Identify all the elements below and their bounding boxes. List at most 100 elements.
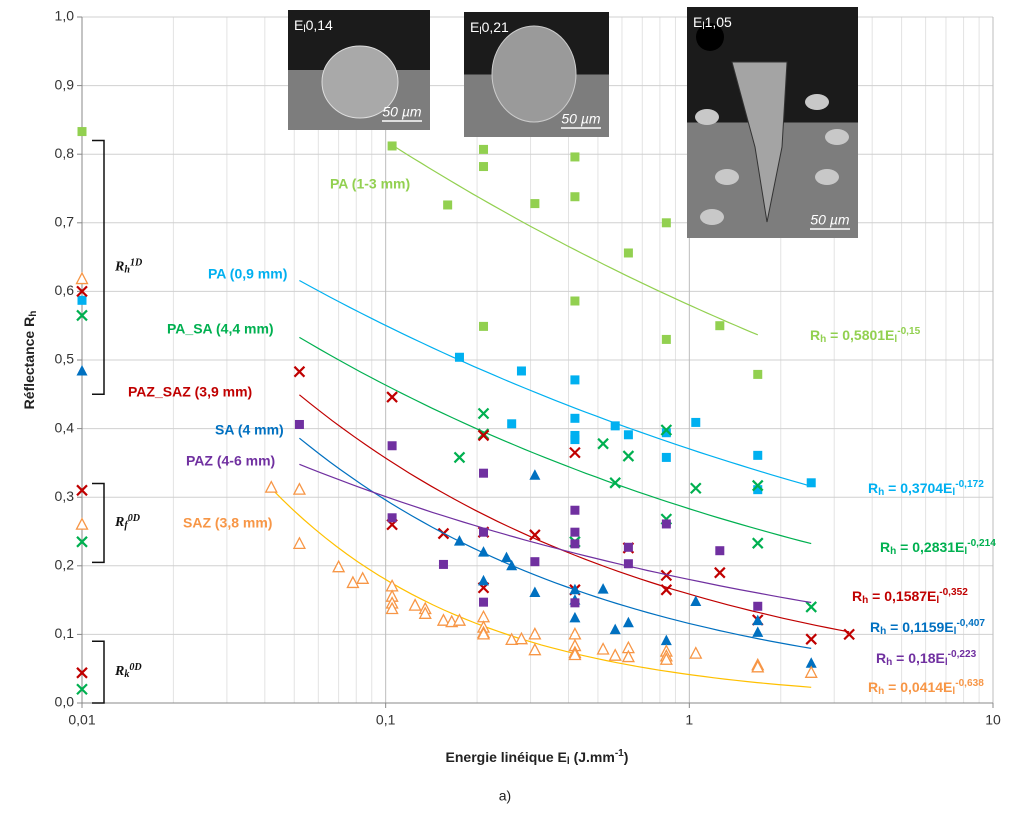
text-part: = 0,0414E (884, 679, 952, 695)
marker (454, 352, 464, 362)
marker (569, 446, 581, 459)
y-tick-label: 0,4 (55, 419, 75, 435)
marker (570, 505, 580, 515)
marker (753, 485, 763, 495)
text-part: h (124, 265, 130, 276)
marker (479, 468, 489, 478)
marker (75, 271, 89, 285)
x-tick-label: 0,01 (68, 712, 95, 728)
marker (516, 366, 526, 376)
y-tick-label: 0,1 (55, 625, 75, 641)
marker (264, 480, 278, 493)
text-part: h (880, 626, 886, 637)
text-part: ) (624, 749, 629, 765)
inset-grain (815, 169, 839, 185)
series-label: PA (1-3 mm) (330, 176, 410, 192)
caption: a) (499, 788, 511, 804)
marker (443, 200, 453, 210)
text-part: Energie linéique E (446, 749, 567, 765)
fit-curve (391, 144, 759, 336)
marker (479, 162, 489, 172)
marker (608, 648, 622, 661)
marker (408, 598, 422, 611)
text-part: = 0,18E (892, 650, 945, 666)
text-part: = 0,3704E (884, 480, 952, 496)
series-label: PAZ_SAZ (3,9 mm) (128, 384, 252, 400)
text-part: l (479, 26, 481, 37)
marker (477, 429, 490, 442)
fit-equation: Rh = 0,5801El-0,15 (810, 326, 921, 345)
marker (332, 559, 346, 573)
y-tick-label: 0,2 (55, 557, 75, 573)
marker (622, 616, 634, 628)
marker (751, 659, 765, 673)
marker (690, 595, 702, 606)
text-part: E (470, 19, 479, 35)
y-tick-label: 0,0 (55, 694, 75, 710)
fit-curve (299, 279, 812, 487)
marker (661, 428, 671, 438)
text-part: l (945, 657, 948, 668)
text-part: l (303, 24, 305, 35)
text-part: E (693, 14, 702, 30)
x-tick-label: 1 (685, 712, 693, 728)
marker (623, 430, 633, 440)
text-part: l (702, 21, 704, 32)
fit-equation: Rh = 0,2831El-0,214 (880, 538, 996, 557)
marker (689, 646, 703, 659)
marker (623, 248, 633, 258)
marker (453, 451, 466, 464)
marker (753, 450, 763, 460)
marker (804, 665, 818, 678)
inset-label: El1,05 (693, 14, 732, 32)
text-part: R (852, 588, 862, 604)
marker (77, 295, 87, 305)
marker (661, 452, 671, 462)
text-part: h (886, 657, 892, 668)
marker (597, 583, 609, 594)
marker (76, 536, 88, 548)
inset-grain (695, 109, 719, 125)
fit-curve (270, 487, 812, 688)
fit-equation: Rh = 0,1159El-0,407 (870, 618, 985, 637)
bracket (92, 139, 105, 396)
series-label: PA (0,9 mm) (208, 266, 287, 282)
marker (76, 364, 88, 376)
marker (570, 430, 580, 440)
fit-curve (299, 336, 812, 545)
marker (530, 199, 540, 209)
inset-label: El0,14 (294, 17, 333, 35)
marker (715, 321, 725, 331)
marker (528, 642, 542, 656)
text-part: 0,21 (482, 19, 509, 35)
marker (76, 484, 88, 497)
marker (752, 614, 764, 626)
text-part: R (880, 539, 890, 555)
marker (514, 631, 529, 645)
marker (452, 613, 467, 626)
scale-label: 50 µm (810, 212, 850, 228)
series-label: PAZ (4-6 mm) (186, 453, 275, 469)
fit-curve (299, 463, 812, 604)
text-part: h (878, 487, 884, 498)
text-part: l (952, 487, 955, 498)
text-part: R (868, 679, 878, 695)
marker (568, 647, 582, 661)
marker (294, 419, 304, 429)
text-part: h (878, 686, 884, 697)
fit-equation: Rh = 0,3704El-0,172 (868, 479, 984, 498)
text-part: -1 (615, 748, 624, 759)
marker (570, 539, 580, 549)
marker (505, 632, 519, 646)
text-part: l (952, 686, 955, 697)
bracket (92, 640, 105, 704)
marker (293, 365, 306, 378)
text-part: (J.mm (570, 749, 615, 765)
text-part: -0,352 (939, 587, 968, 598)
y-tick-label: 0,5 (55, 351, 75, 367)
marker (751, 537, 764, 549)
text-part: R (114, 515, 124, 530)
bracket (92, 482, 105, 564)
text-part: = 0,1159E (886, 619, 953, 635)
marker (529, 529, 541, 541)
